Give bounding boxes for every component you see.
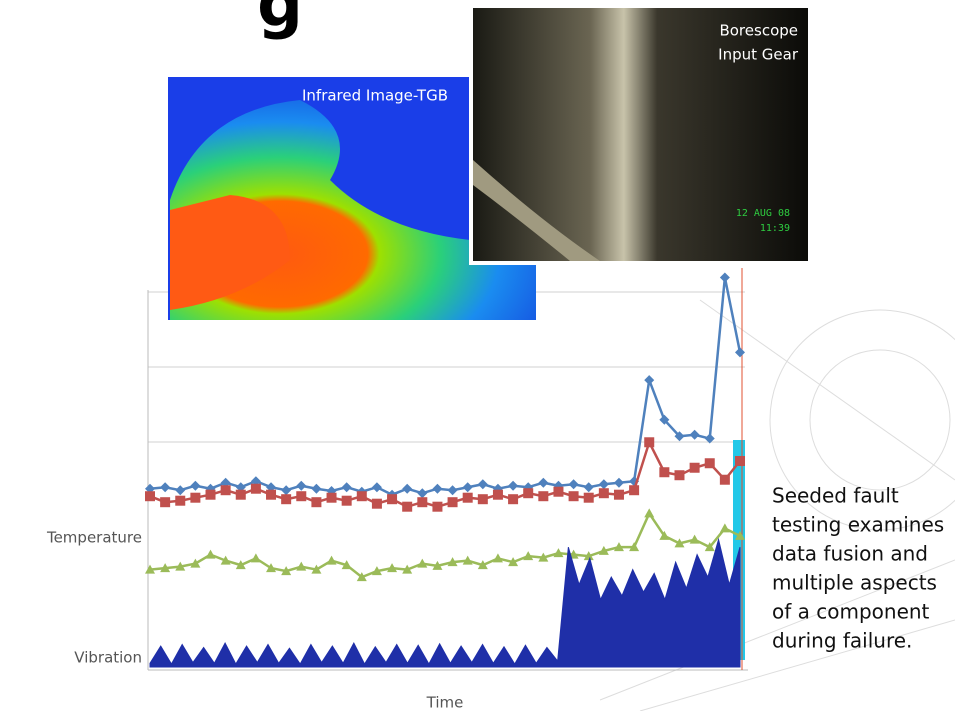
marker: [357, 491, 367, 501]
marker: [342, 482, 352, 492]
borescope-image: Borescope Input Gear 12 AUG 08 11:39: [469, 4, 812, 265]
marker: [402, 502, 412, 512]
marker: [266, 490, 276, 500]
timestamp: 11:39: [760, 223, 790, 234]
marker: [614, 490, 624, 500]
marker: [175, 496, 185, 506]
marker: [387, 494, 397, 504]
marker: [599, 479, 609, 489]
marker: [644, 508, 654, 517]
marker: [327, 556, 337, 565]
marker: [690, 430, 700, 440]
x-label: Time: [426, 694, 464, 711]
image-label: Infrared Image-TGB: [302, 87, 448, 105]
image-label: Input Gear: [718, 46, 799, 64]
vibration-area: [150, 540, 740, 667]
title-fragment: g: [257, 0, 303, 42]
marker: [644, 375, 654, 385]
marker: [160, 497, 170, 507]
marker: [251, 553, 261, 562]
marker: [281, 485, 291, 495]
caption-line: data fusion and: [772, 542, 928, 566]
page: g Temperature Vibration Time Infrared Im…: [0, 0, 955, 711]
marker: [190, 493, 200, 503]
caption-line: multiple aspects: [772, 571, 937, 595]
marker: [584, 482, 594, 492]
marker: [342, 496, 352, 506]
marker: [735, 456, 745, 466]
slide: g Temperature Vibration Time Infrared Im…: [0, 0, 955, 711]
marker: [493, 553, 503, 562]
marker: [448, 497, 458, 507]
marker: [553, 487, 563, 497]
marker: [145, 491, 155, 501]
marker: [674, 470, 684, 480]
marker: [644, 437, 654, 447]
marker: [372, 499, 382, 509]
marker: [448, 485, 458, 495]
marker: [523, 488, 533, 498]
marker: [206, 550, 216, 559]
marker: [311, 484, 321, 494]
marker: [327, 493, 337, 503]
plot: [145, 272, 745, 667]
y-label: Temperature: [46, 529, 142, 547]
marker: [417, 488, 427, 498]
marker: [190, 481, 200, 491]
marker: [478, 494, 488, 504]
image-label: Borescope: [719, 22, 798, 40]
marker: [175, 485, 185, 495]
marker: [221, 485, 231, 495]
marker: [432, 484, 442, 494]
marker: [432, 502, 442, 512]
marker: [614, 478, 624, 488]
marker: [569, 491, 579, 501]
timestamp: 12 AUG 08: [736, 208, 790, 219]
caption-line: testing examines: [772, 513, 944, 537]
marker: [463, 482, 473, 492]
marker: [478, 479, 488, 489]
marker: [659, 467, 669, 477]
marker: [463, 493, 473, 503]
y-label: Vibration: [74, 649, 142, 667]
marker: [311, 497, 321, 507]
marker: [372, 482, 382, 492]
marker: [160, 482, 170, 492]
caption-line: of a component: [772, 600, 930, 624]
marker: [538, 478, 548, 488]
marker: [417, 497, 427, 507]
marker: [584, 493, 594, 503]
marker: [720, 475, 730, 485]
marker: [508, 494, 518, 504]
caption-line: Seeded fault: [772, 484, 899, 508]
caption: Seeded fault testing examines data fusion …: [772, 484, 944, 653]
marker: [538, 491, 548, 501]
caption-line: during failure.: [772, 629, 912, 653]
marker: [296, 481, 306, 491]
marker: [735, 347, 745, 357]
marker: [296, 491, 306, 501]
marker: [281, 494, 291, 504]
marker: [690, 463, 700, 473]
marker: [206, 490, 216, 500]
marker: [569, 479, 579, 489]
marker: [720, 523, 730, 532]
marker: [705, 458, 715, 468]
marker: [402, 484, 412, 494]
marker: [493, 490, 503, 500]
marker: [720, 272, 730, 282]
marker: [236, 490, 246, 500]
marker: [508, 481, 518, 491]
marker: [690, 535, 700, 544]
marker: [251, 484, 261, 494]
marker: [599, 488, 609, 498]
marker: [629, 485, 639, 495]
